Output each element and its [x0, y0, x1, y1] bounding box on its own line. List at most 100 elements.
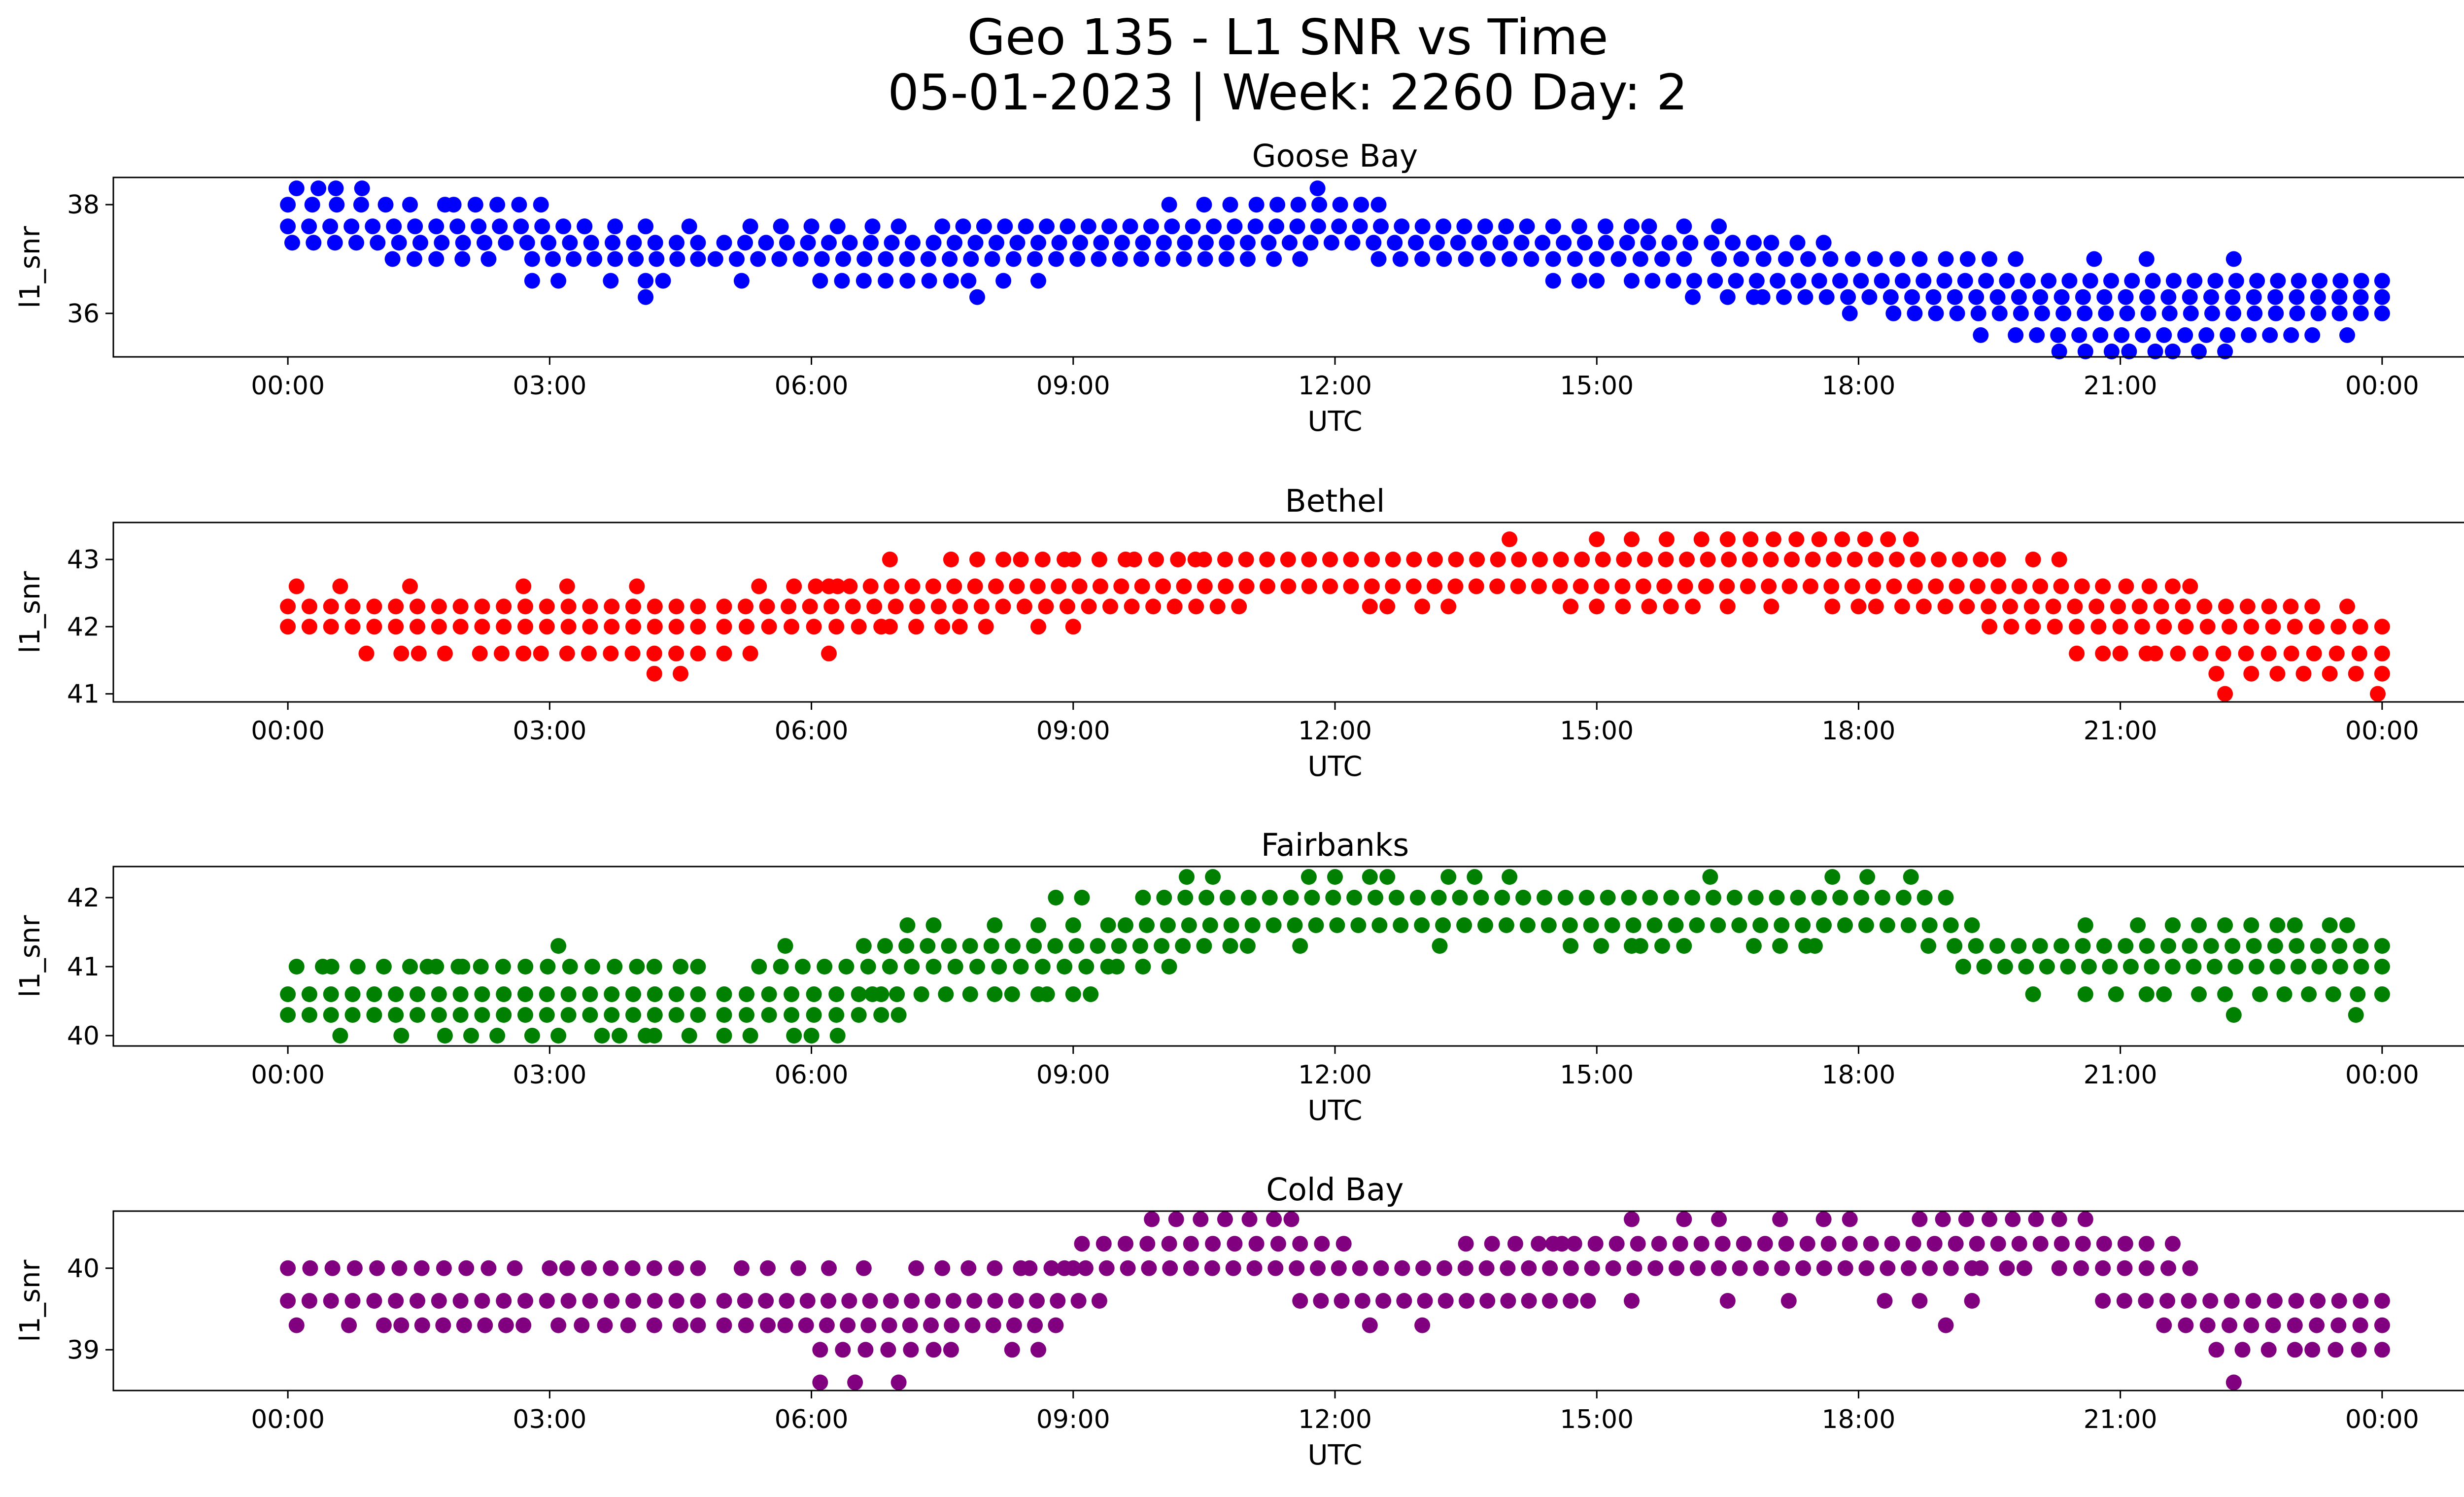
data-point — [758, 1293, 774, 1309]
data-point — [1139, 1236, 1156, 1252]
x-tick-label: 09:00 — [1036, 371, 1110, 401]
data-point — [1976, 959, 1992, 975]
data-point — [1894, 273, 1911, 289]
data-point — [1322, 552, 1338, 567]
data-point — [751, 578, 767, 594]
data-point — [1246, 1260, 1263, 1276]
data-point — [1815, 1211, 1832, 1227]
data-point — [1740, 578, 1756, 594]
data-point — [812, 273, 828, 289]
data-point — [2112, 619, 2128, 635]
data-point — [533, 645, 549, 661]
x-tick-label: 18:00 — [1821, 1060, 1895, 1090]
data-point — [1818, 289, 1835, 305]
data-point — [1057, 1260, 1073, 1276]
data-point — [1478, 1260, 1495, 1276]
y-axis-label: l1_snr — [14, 226, 46, 309]
data-point — [1711, 1211, 1727, 1227]
data-point — [301, 986, 317, 1002]
data-point — [2312, 273, 2327, 289]
data-point — [2374, 289, 2390, 305]
data-point — [821, 235, 837, 251]
data-point — [1938, 251, 1954, 267]
data-point — [2222, 619, 2237, 635]
data-point — [1542, 1260, 1558, 1276]
data-point — [647, 1007, 663, 1023]
data-point — [812, 1374, 828, 1391]
data-point — [2288, 1293, 2304, 1309]
data-point — [604, 598, 620, 615]
data-point — [1205, 869, 1221, 885]
data-point — [1999, 1260, 2015, 1276]
data-point — [1239, 938, 1256, 954]
data-point — [1632, 251, 1648, 267]
data-point — [1141, 1260, 1157, 1276]
data-point — [742, 1028, 758, 1044]
data-point — [821, 578, 837, 594]
data-point — [960, 273, 977, 289]
data-point — [1545, 1236, 1561, 1252]
data-point — [1676, 938, 1692, 954]
data-point — [2322, 917, 2338, 933]
data-point — [413, 1260, 430, 1276]
data-point — [967, 578, 983, 594]
data-point — [431, 986, 447, 1002]
data-point — [323, 1007, 339, 1023]
data-point — [2208, 665, 2224, 682]
data-point — [1427, 578, 1442, 594]
data-point — [1721, 552, 1737, 567]
data-point — [480, 1260, 497, 1276]
data-point — [1842, 1236, 1858, 1252]
subplot: Bethel 00:00 03:00 06:00 09:00 12:00 15:00 18:0… — [14, 483, 2464, 783]
data-point — [2075, 938, 2091, 954]
data-point — [1005, 251, 1022, 267]
data-point — [1763, 552, 1779, 567]
subplot: Fairbanks 00:00 03:00 06:00 09:00 12:00 15:00 1… — [14, 827, 2464, 1127]
data-point — [925, 578, 941, 594]
data-point — [1982, 251, 1997, 267]
data-point — [1077, 1260, 1094, 1276]
data-point — [808, 578, 824, 594]
data-point — [496, 1293, 512, 1309]
data-point — [1218, 251, 1234, 267]
data-point — [1176, 578, 1192, 594]
data-point — [2075, 289, 2091, 305]
data-point — [473, 959, 489, 975]
data-point — [1859, 869, 1876, 885]
data-point — [1903, 531, 1919, 548]
data-point — [792, 251, 809, 267]
data-point — [646, 959, 662, 975]
data-point — [1198, 890, 1215, 905]
data-point — [1910, 552, 1926, 567]
data-point — [2246, 289, 2262, 305]
data-point — [1943, 917, 1959, 933]
data-point — [2206, 959, 2223, 975]
data-point — [288, 1317, 305, 1333]
data-point — [515, 578, 532, 594]
data-point — [607, 218, 623, 235]
x-axis-label: UTC — [1307, 406, 1362, 438]
data-point — [2374, 1317, 2390, 1333]
x-tick-label: 06:00 — [775, 716, 849, 746]
data-point — [2350, 986, 2366, 1002]
data-point — [603, 273, 619, 289]
data-point — [760, 1317, 776, 1333]
data-point — [495, 959, 511, 975]
data-point — [344, 598, 361, 615]
data-point — [2095, 578, 2111, 594]
data-point — [477, 235, 492, 251]
data-point — [2138, 1236, 2155, 1252]
data-point — [1726, 890, 1743, 905]
data-point — [1160, 917, 1176, 933]
data-point — [2077, 344, 2093, 359]
data-point — [517, 619, 533, 635]
x-tick-label: 21:00 — [2084, 1405, 2157, 1434]
data-point — [582, 1007, 598, 1023]
data-point — [1912, 1293, 1928, 1309]
data-point — [1030, 273, 1046, 289]
data-point — [1502, 869, 1518, 885]
data-point — [821, 1260, 837, 1276]
data-point — [1197, 251, 1213, 267]
data-point — [2198, 327, 2215, 343]
